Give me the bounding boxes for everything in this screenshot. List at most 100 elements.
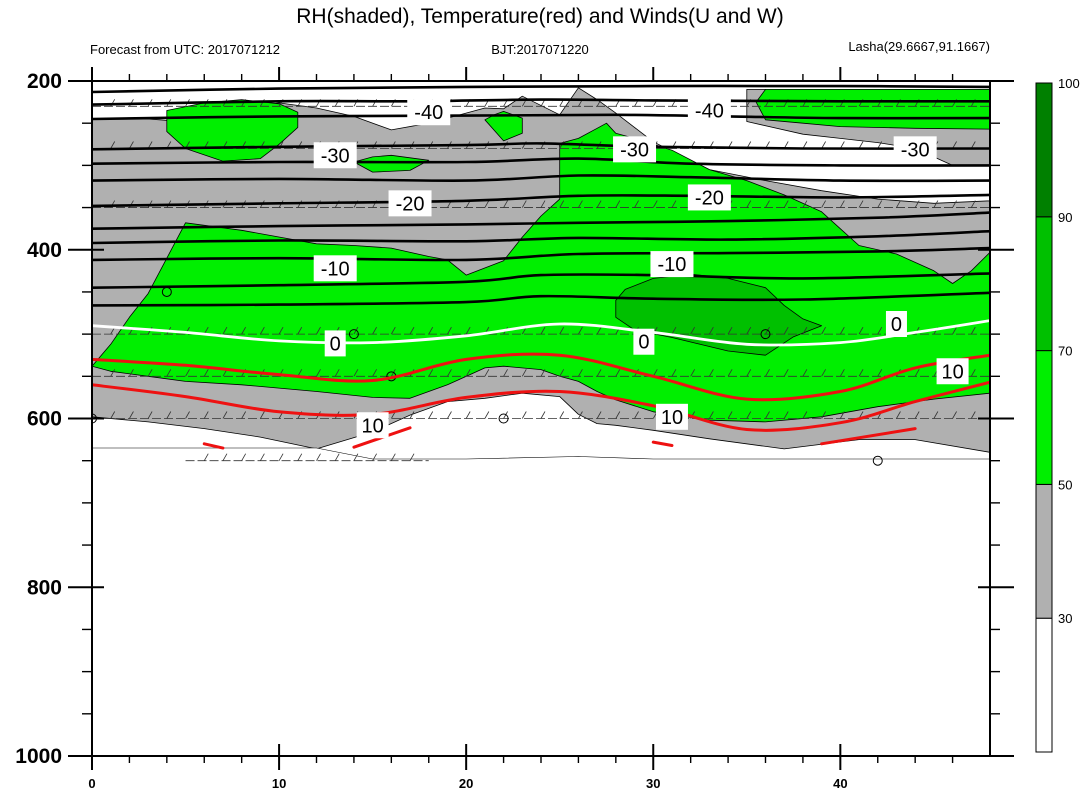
wind-barb <box>914 200 920 208</box>
wind-barb <box>952 200 957 208</box>
wind-barb <box>428 326 434 335</box>
contour-label: 10 <box>362 415 384 437</box>
colorbar-segment <box>1035 216 1053 352</box>
wind-barb <box>821 200 826 208</box>
wind-barb <box>147 411 153 419</box>
wind-barb <box>578 326 583 335</box>
black-temperature-contour <box>92 246 990 262</box>
y-tick-label: 600 <box>27 408 62 431</box>
rh-region-green <box>353 154 430 173</box>
y-tick-label: 1000 <box>15 745 62 768</box>
wind-barb <box>559 326 565 335</box>
red-temperature-contour <box>92 380 990 432</box>
wind-barb <box>110 369 116 377</box>
x-tick-label: 20 <box>459 776 473 791</box>
wind-barb <box>316 326 321 335</box>
wind-barb <box>896 411 901 419</box>
wind-barb <box>634 200 639 208</box>
wind-barb <box>447 411 452 419</box>
wind-barb <box>615 411 621 419</box>
wind-barb <box>540 200 546 208</box>
x-tick-label: 40 <box>833 776 847 791</box>
wind-barb <box>503 369 508 377</box>
wind-barb <box>783 200 789 208</box>
calm-wind-marker <box>348 329 359 340</box>
wind-barb <box>615 200 621 208</box>
wind-barb <box>765 200 770 208</box>
wind-barb <box>596 369 602 377</box>
wind-barb <box>970 200 976 208</box>
wind-barb <box>503 411 508 419</box>
contour-label: 10 <box>661 407 683 429</box>
wind-barb <box>203 453 209 461</box>
wind-barb <box>447 369 452 377</box>
contour-label: -40 <box>695 101 724 123</box>
zero-temperature-contour <box>92 319 990 347</box>
wind-barb <box>316 369 321 377</box>
x-tick-label: 10 <box>272 776 286 791</box>
wind-barb <box>521 411 527 419</box>
wind-barb <box>727 326 733 335</box>
colorbar-label: 90 <box>1058 210 1072 225</box>
wind-barb <box>839 326 845 335</box>
wind-barb <box>952 326 957 335</box>
colorbar-label: 30 <box>1058 611 1072 626</box>
wind-barb <box>465 369 471 377</box>
wind-barb <box>802 200 808 208</box>
bjt-subtitle: BJT:2017071220 <box>491 42 589 57</box>
wind-barb <box>821 326 826 335</box>
x-tick-label: 30 <box>646 776 660 791</box>
wind-barb <box>185 411 190 419</box>
wind-barb <box>129 411 134 419</box>
wind-barb <box>353 326 359 335</box>
black-temperature-contour <box>92 142 990 151</box>
wind-barb <box>652 200 658 208</box>
rh-region-white <box>92 447 990 756</box>
black-temperature-contour <box>92 272 990 289</box>
wind-barb <box>447 326 452 335</box>
wind-barb <box>671 369 677 377</box>
black-temperature-contour <box>92 291 990 307</box>
wind-barb <box>709 326 714 335</box>
wind-barb <box>353 369 359 377</box>
wind-barb <box>297 326 303 335</box>
x-tick-label: 0 <box>88 776 95 791</box>
wind-barb <box>260 326 265 335</box>
wind-barb <box>540 411 546 419</box>
colorbar: 30 50 70 90 100 <box>1035 76 1080 753</box>
contour-label: -10 <box>658 254 687 276</box>
wind-barb <box>634 411 639 419</box>
contour-label-box <box>313 142 357 169</box>
wind-barb <box>484 200 490 208</box>
wind-barb <box>203 411 209 419</box>
wind-barb <box>896 200 901 208</box>
y-tick-label: 800 <box>27 576 62 599</box>
colorbar-label: 100 <box>1058 76 1080 91</box>
wind-barb <box>521 200 527 208</box>
wind-barb <box>353 453 359 461</box>
black-temperature-contour <box>92 84 990 94</box>
calm-wind-marker <box>498 413 509 424</box>
forecast-subtitle: Forecast from UTC: 2017071212 <box>90 42 280 57</box>
wind-barb <box>671 326 677 335</box>
contour-label: -30 <box>620 139 649 161</box>
black-temperature-contour <box>92 98 990 106</box>
wind-barb <box>821 369 826 377</box>
wind-barb <box>521 369 527 377</box>
red-temperature-contour <box>92 352 990 402</box>
wind-barb <box>222 453 228 461</box>
contour-label: 0 <box>891 314 902 336</box>
wind-barb <box>110 141 116 149</box>
colorbar-segment <box>1035 483 1053 619</box>
wind-barb <box>203 369 209 377</box>
wind-barb <box>334 453 340 461</box>
plot-area: -40 -40 -30 -30 -30 -20 -20 -10 -10 0 0 0 10 10 10 <box>92 81 990 756</box>
wind-barb <box>746 200 752 208</box>
wind-barb <box>129 141 134 149</box>
wind-barb <box>821 411 826 419</box>
wind-barb <box>428 411 434 419</box>
wind-barb <box>260 411 265 419</box>
red-temperature-contour <box>202 442 225 450</box>
wind-barb <box>578 411 583 419</box>
